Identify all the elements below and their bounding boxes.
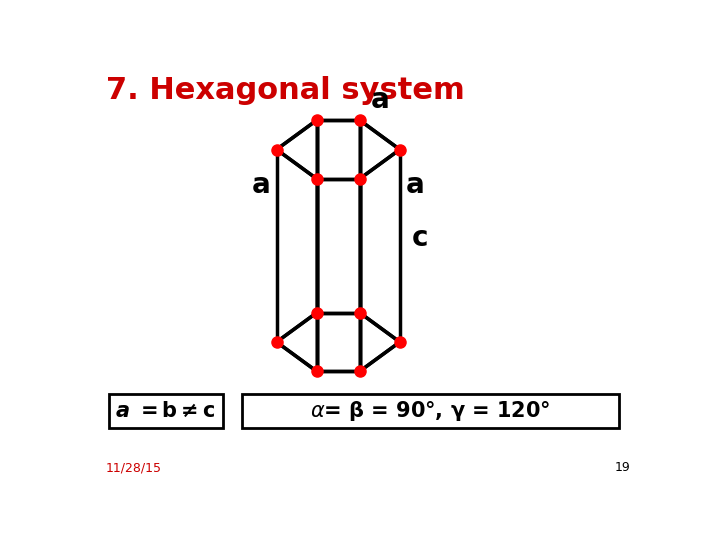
Text: $\alpha$= $\mathbf{\beta}$ = 90°, $\mathbf{\gamma}$ = 120°: $\alpha$= $\mathbf{\beta}$ = 90°, $\math… <box>310 399 551 423</box>
Text: a: a <box>406 171 425 199</box>
FancyBboxPatch shape <box>242 394 619 428</box>
Text: 11/28/15: 11/28/15 <box>106 462 162 475</box>
FancyBboxPatch shape <box>109 394 222 428</box>
Text: $\bfit{a}$ $\mathbf{= b \neq c}$: $\bfit{a}$ $\mathbf{= b \neq c}$ <box>115 401 216 421</box>
Text: 19: 19 <box>615 462 631 475</box>
Text: a: a <box>252 171 271 199</box>
Text: a: a <box>371 86 390 114</box>
Text: c: c <box>412 224 428 252</box>
Text: 7. Hexagonal system: 7. Hexagonal system <box>106 76 464 105</box>
